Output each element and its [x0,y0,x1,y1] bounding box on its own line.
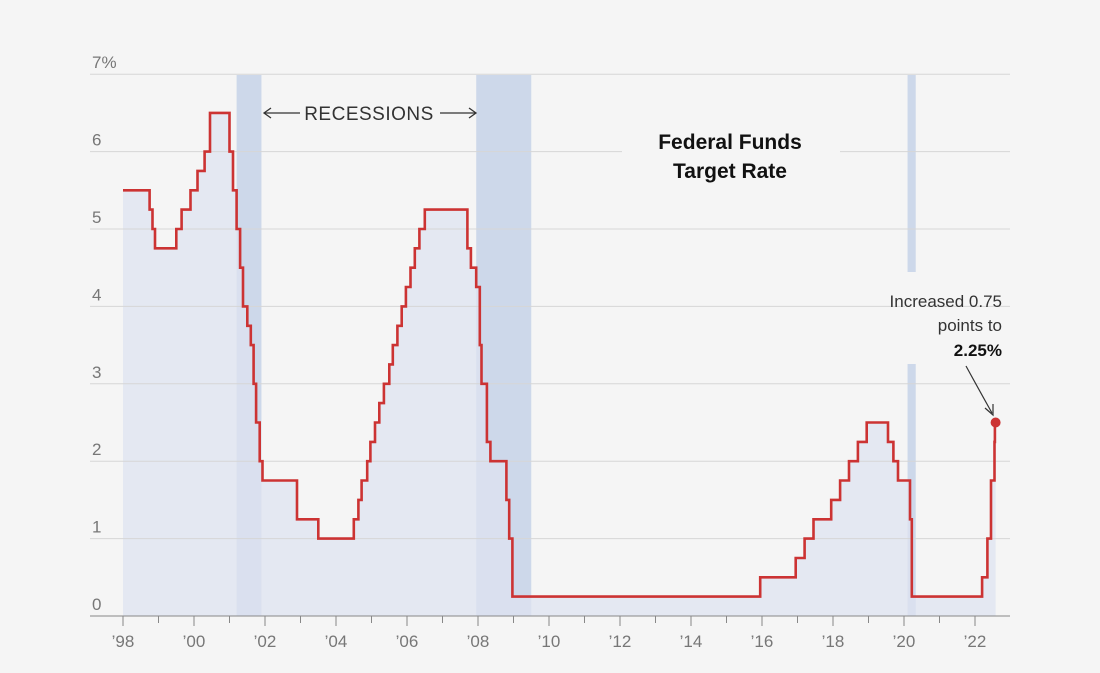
x-tick-label: ’20 [893,632,916,651]
y-tick-label: 3 [92,363,101,382]
x-tick-label: ’16 [751,632,774,651]
recession-label: RECESSIONS [304,104,434,125]
x-tick-label: ’12 [609,632,632,651]
x-tick-label: ’18 [822,632,845,651]
latest-rate-point [990,417,1001,428]
annotation-value: 2.25% [954,341,1002,360]
chart-title: Federal Funds Target Rate [658,131,802,183]
arrow-left-icon [262,107,272,119]
y-tick-label: 7% [92,53,117,72]
x-tick-label: ’06 [396,632,419,651]
annotation-line-2: points to [938,316,1002,335]
annotation-line-1: Increased 0.75 [890,292,1002,311]
y-tick-label: 5 [92,208,101,227]
x-tick-label: ’98 [112,632,135,651]
x-axis: ’98 ’00 ’02 ’04 ’06 ’08 ’10 ’12 ’14 ’16 ’18 ’20 ’22 [112,616,987,651]
y-tick-label: 4 [92,285,101,304]
x-tick-label: ’04 [325,632,348,651]
y-tick-label: 1 [92,518,101,537]
x-tick-label: ’22 [964,632,987,651]
arrow-right-icon [468,107,478,119]
x-tick-label: ’02 [254,632,277,651]
latest-rate-annotation: Increased 0.75 points to 2.25% [890,292,1002,417]
chart-title-line-1: Federal Funds [658,131,802,154]
annotation-backdrop-rect [905,272,927,364]
x-tick-label: ’14 [680,632,703,651]
arrow-down-icon [984,404,994,417]
rate-line [123,111,997,598]
y-axis-labels: 0 1 2 3 4 5 6 7% [92,53,117,614]
title-backdrop-rect [622,118,840,194]
x-tick-label: ’10 [538,632,561,651]
y-tick-label: 0 [92,595,101,614]
recession-label-group: RECESSIONS [262,104,478,125]
y-tick-label: 6 [92,131,101,150]
annotation-arrow-line [965,365,993,414]
chart-title-line-2: Target Rate [673,160,787,183]
rate-area [123,112,996,617]
title-backdrop [622,118,927,364]
y-tick-label: 2 [92,440,101,459]
rate-line-layer [123,111,1001,598]
rate-area-fill [123,112,996,617]
x-tick-label: ’08 [467,632,490,651]
x-tick-label: ’00 [183,632,206,651]
